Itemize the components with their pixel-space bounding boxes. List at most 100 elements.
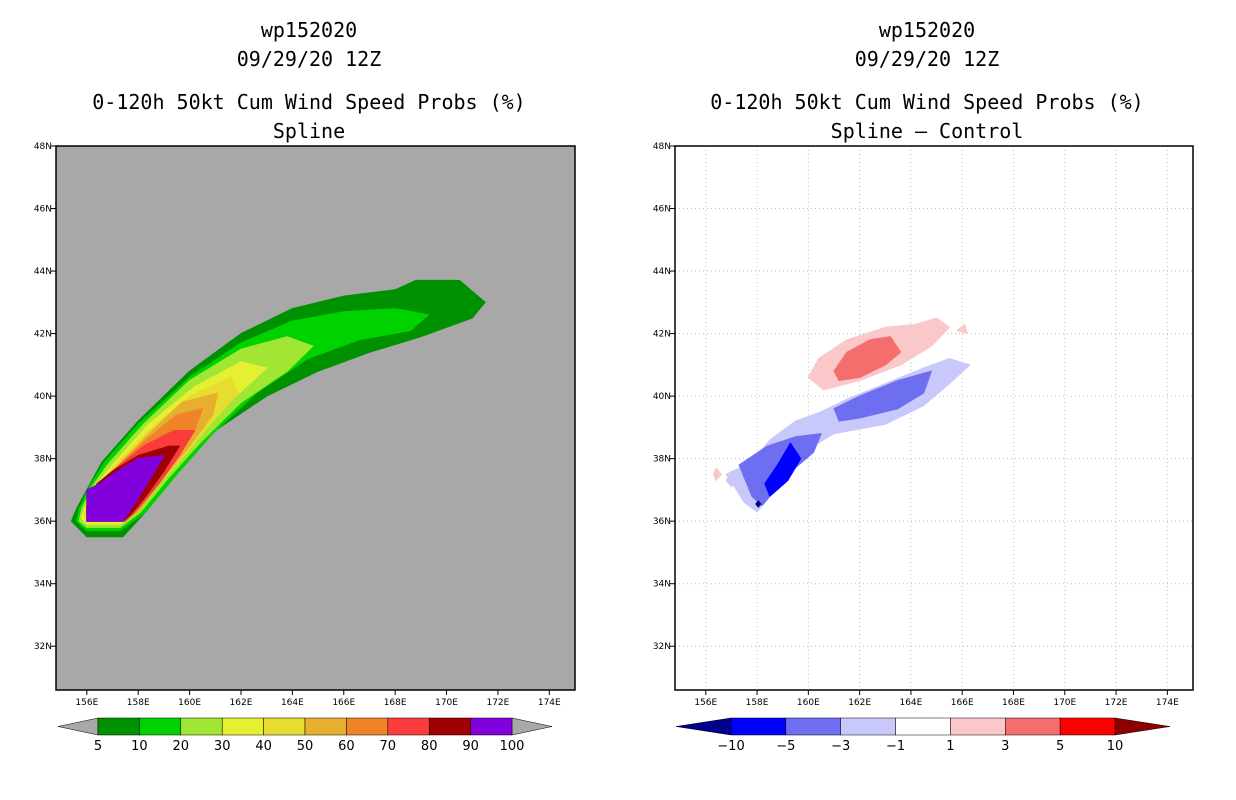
right-colorbar-label: −10 [717,739,744,754]
left-colorbar-swatch [346,717,389,736]
left-colorbar: 5 10 20 30 40 50 60 70 80 90 100 [57,717,553,754]
left-y-tick-label: 44N [34,267,52,277]
left-colorbar-label: 80 [421,739,438,754]
right-colorbar-label: 10 [1107,739,1124,754]
left-datetime: 09/29/20 12Z [236,47,382,71]
left-colorbar-swatch [428,717,471,736]
left-colorbar-label: 100 [500,739,525,754]
right-colorbar-swatch [730,717,787,736]
left-x-tick-label: 156E [75,698,98,708]
right-colorbar-label: 1 [946,739,954,754]
left-colorbar-swatch [221,717,264,736]
right-chart-title-block: wp152020 09/29/20 12Z 0-120h 50kt Cum Wi… [618,16,1236,146]
left-subtitle: Spline [272,119,346,143]
right-product-title: 0-120h 50kt Cum Wind Speed Probs (%) [710,90,1144,114]
right-contour-level-1 [713,467,722,481]
right-plot-background [675,146,1193,690]
right-contour-level--1 [725,470,737,488]
right-y-tick-label: 34N [653,580,671,590]
right-x-tick-label: 170E [1053,698,1076,708]
left-colorbar-end-low [57,717,99,736]
right-colorbar-label: −3 [831,739,850,754]
right-colorbar: −10 −5 −3 −1 1 3 5 10 [675,717,1171,754]
left-colorbar-label: 20 [173,739,190,754]
right-colorbar-label: −1 [886,739,905,754]
left-plot-background [56,146,575,690]
right-x-tick-label: 164E [899,698,922,708]
left-x-tick-label: 170E [435,698,458,708]
right-colorbar-swatch [785,717,841,736]
right-x-tick-label: 160E [797,698,820,708]
right-colorbar-label: 5 [1056,739,1064,754]
right-x-tick-label: 166E [951,698,974,708]
right-x-tick-label: 172E [1105,698,1128,708]
right-colorbar-swatch [1059,717,1116,736]
left-colorbar-label: 10 [131,739,148,754]
left-y-tick-label: 36N [34,517,52,527]
right-y-tick-label: 38N [653,455,671,465]
left-colorbar-label: 70 [380,739,397,754]
left-colorbar-swatch [139,717,182,736]
left-storm-id: wp152020 [260,18,358,42]
right-colorbar-label: −5 [776,739,795,754]
right-x-tick-label: 158E [746,698,769,708]
right-colorbar-label: 3 [1001,739,1009,754]
left-colorbar-label: 5 [94,739,102,754]
right-x-tick-label: 168E [1002,698,1025,708]
right-contour-level--10 [755,500,762,508]
left-colorbar-swatch [470,717,513,736]
left-product-title: 0-120h 50kt Cum Wind Speed Probs (%) [92,90,526,114]
left-x-tick-label: 162E [230,698,253,708]
right-colorbar-swatch [1005,717,1061,736]
right-contour-level-1 [956,323,968,335]
left-colorbar-label: 50 [297,739,314,754]
left-colorbar-swatch [263,717,306,736]
left-x-tick-label: 160E [178,698,201,708]
left-y-tick-label: 34N [34,580,52,590]
left-y-tick-label: 48N [34,142,52,152]
left-x-tick-label: 174E [538,698,561,708]
right-colorbar-end-high [1114,717,1171,736]
left-y-tick-label: 42N [34,330,52,340]
left-chart-title-block: wp152020 09/29/20 12Z 0-120h 50kt Cum Wi… [0,16,618,146]
left-colorbar-swatch [180,717,223,736]
right-y-tick-label: 36N [653,517,671,527]
right-y-tick-label: 40N [653,392,671,402]
right-y-tick-label: 44N [653,267,671,277]
left-colorbar-label: 90 [462,739,479,754]
right-y-tick-label: 42N [653,330,671,340]
right-y-tick-label: 46N [653,205,671,215]
left-colorbar-swatch [304,717,347,736]
left-colorbar-label: 30 [214,739,231,754]
left-plot-frame [55,145,576,691]
right-y-tick-label: 32N [653,642,671,652]
left-colorbar-swatch [387,717,430,736]
left-y-tick-label: 32N [34,642,52,652]
right-datetime: 09/29/20 12Z [854,47,1000,71]
left-y-tick-label: 46N [34,205,52,215]
right-plot-frame [674,145,1194,691]
right-colorbar-swatch [840,717,896,736]
right-x-tick-label: 162E [848,698,871,708]
left-x-tick-label: 158E [127,698,150,708]
left-colorbar-end-high [511,717,553,736]
left-contour-level-90 [86,455,165,522]
left-x-tick-label: 164E [281,698,304,708]
right-x-tick-label: 174E [1156,698,1179,708]
right-colorbar-swatch [895,717,951,736]
right-chart: 156E 158E 160E 162E 164E 166E 168E 170E 172E 174E… [653,142,1194,754]
right-colorbar-end-low [675,717,732,736]
right-contour-level-3 [833,336,902,381]
right-subtitle: Spline – Control [830,119,1024,143]
left-colorbar-swatch [97,717,140,736]
left-y-tick-label: 38N [34,455,52,465]
right-y-tick-label: 48N [653,142,671,152]
right-storm-id: wp152020 [878,18,976,42]
right-colorbar-swatch [950,717,1006,736]
right-x-tick-label: 156E [694,698,717,708]
left-x-tick-label: 172E [486,698,509,708]
right-contour-level--3 [833,370,932,422]
right-contour-level--5 [764,442,802,497]
left-x-tick-label: 166E [332,698,355,708]
